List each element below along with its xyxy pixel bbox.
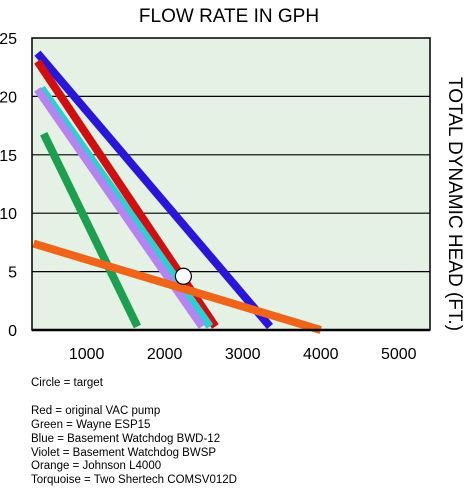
series-line-0 xyxy=(34,50,274,330)
y-axis-label: TOTAL DYNAMIC HEAD (FT.) xyxy=(444,77,465,331)
x-tick-labels: 1000 2000 3000 4000 5000 xyxy=(69,346,417,363)
legend-entry-orange: Orange = Johnson L4000 xyxy=(31,460,162,473)
x-tick-label-3000: 3000 xyxy=(225,346,261,363)
chart-title: FLOW RATE IN GPH xyxy=(139,6,319,27)
legend-entry-violet: Violet = Basement Watchdog BWSP xyxy=(31,446,217,459)
legend-entry-red: Red = original VAC pump xyxy=(31,404,161,417)
x-tick-label-1000: 1000 xyxy=(69,346,105,363)
axes xyxy=(31,37,431,332)
x-tick-label-5000: 5000 xyxy=(381,346,417,363)
x-tick-label-2000: 2000 xyxy=(147,346,183,363)
y-tick-label-20: 20 xyxy=(0,89,17,106)
legend: Circle = target Red = original VAC pump … xyxy=(31,377,237,488)
y-tick-labels: 0 5 10 15 20 25 xyxy=(0,31,17,340)
y-tick-label-15: 15 xyxy=(0,148,17,165)
legend-spacer xyxy=(31,391,237,405)
y-tick-label-0: 0 xyxy=(8,323,17,340)
series-line-4 xyxy=(40,132,141,329)
legend-entry-blue: Blue = Basement Watchdog BWD-12 xyxy=(31,432,221,445)
y-tick-label-5: 5 xyxy=(8,265,17,282)
y-tick-label-10: 10 xyxy=(0,206,17,223)
series-line-5 xyxy=(32,239,322,334)
legend-circle-note: Circle = target xyxy=(31,377,103,389)
target-marker xyxy=(174,267,192,285)
y-tick-label-25: 25 xyxy=(0,31,17,48)
series-layer xyxy=(32,50,322,334)
x-tick-label-4000: 4000 xyxy=(303,346,339,363)
legend-entry-green: Green = Wayne ESP15 xyxy=(31,418,151,431)
legend-entry-turquoise: Torquoise = Two Shertech COMSV012D xyxy=(31,474,237,487)
